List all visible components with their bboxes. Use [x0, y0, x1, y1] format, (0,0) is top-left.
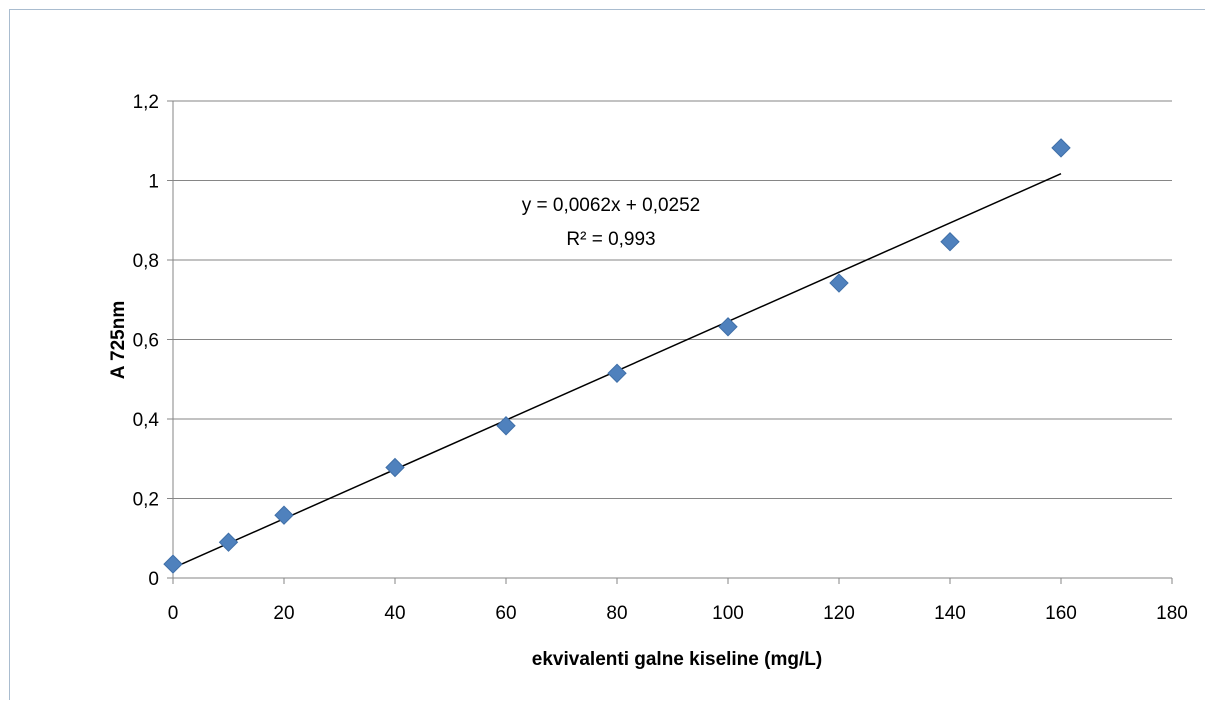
x-tick-label: 140 — [934, 603, 966, 624]
y-axis-title: A 725nm — [108, 301, 129, 380]
y-tick-label: 0,6 — [133, 331, 159, 352]
x-tick-label: 0 — [168, 603, 179, 624]
x-axis-title: ekvivalenti galne kiseline (mg/L) — [532, 649, 822, 670]
trendline-equation: y = 0,0062x + 0,0252 — [522, 195, 701, 216]
chart-frame — [9, 9, 1205, 700]
x-tick-label: 180 — [1156, 603, 1188, 624]
gridlines — [167, 100, 1172, 579]
x-tick-label: 60 — [495, 603, 516, 624]
data-point — [718, 317, 738, 337]
y-tick-label: 0,4 — [133, 410, 160, 431]
data-point — [940, 232, 960, 252]
data-points — [163, 138, 1071, 574]
y-tick-label: 1 — [148, 172, 159, 193]
x-tick-label: 20 — [273, 603, 294, 624]
y-tick-label: 0,2 — [133, 490, 159, 511]
data-point — [385, 457, 405, 478]
data-point — [218, 532, 239, 552]
data-point — [274, 505, 294, 525]
x-tick-label: 100 — [712, 603, 744, 624]
x-tick-label: 40 — [384, 603, 405, 624]
data-point — [829, 273, 849, 293]
data-point — [607, 363, 627, 383]
data-point — [496, 416, 516, 436]
y-tick-label: 1,2 — [133, 92, 159, 113]
data-point — [1051, 138, 1071, 158]
axes — [172, 101, 1173, 584]
y-tick-label: 0,8 — [133, 251, 159, 272]
x-tick-label: 120 — [823, 603, 855, 624]
y-tick-label: 0 — [148, 569, 159, 590]
x-tick-labels: 0 20 40 60 80 100 120 140 160 180 — [168, 603, 1188, 624]
y-tick-labels: 0 0,2 0,4 0,6 0,8 1 1,2 — [133, 92, 160, 590]
data-point — [163, 554, 183, 574]
x-tick-label: 80 — [606, 603, 627, 624]
x-tick-label: 160 — [1045, 603, 1077, 624]
r-squared-label: R² = 0,993 — [566, 229, 655, 250]
